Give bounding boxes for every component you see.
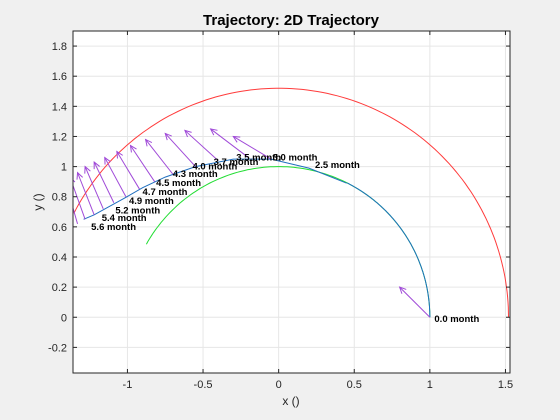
arrow-head xyxy=(232,135,241,143)
direction-arrow xyxy=(93,161,115,203)
arrow-head xyxy=(84,165,91,174)
month-label: 4.0 month xyxy=(192,162,237,173)
direction-arrow xyxy=(73,184,86,220)
direction-arrow xyxy=(399,286,431,318)
arrow-head xyxy=(164,132,172,141)
arrow-head xyxy=(144,138,153,147)
month-label: 0.0 month xyxy=(434,314,479,325)
direction-arrow xyxy=(130,145,156,182)
direction-arrow xyxy=(77,172,95,215)
axes-background xyxy=(73,31,510,373)
arrow-head xyxy=(76,171,84,180)
direction-arrow xyxy=(145,139,174,175)
y-tick-label: 0 xyxy=(61,312,67,324)
arrow-head xyxy=(104,156,111,165)
y-tick-label: 1.4 xyxy=(52,101,67,113)
path-trajectory-line xyxy=(83,158,347,220)
y-tick-label: 0.8 xyxy=(52,192,67,204)
month-label: 3.5 month xyxy=(236,153,281,164)
y-axis-label: y () xyxy=(31,193,45,210)
arrow-head xyxy=(116,150,123,159)
y-tick-label: 0.6 xyxy=(52,222,67,234)
arrow-head xyxy=(129,144,137,153)
month-label: 5.2 month xyxy=(115,205,160,216)
month-label: 2.5 month xyxy=(315,160,360,171)
outer-trajectory-line xyxy=(73,87,509,318)
x-axis-label: x () xyxy=(282,394,299,408)
x-tick-label: 0 xyxy=(276,379,282,391)
direction-arrow xyxy=(104,157,127,197)
y-tick-label: 1.2 xyxy=(52,131,67,143)
path-trajectory-line xyxy=(347,182,431,318)
direction-arrow xyxy=(233,136,272,160)
y-tick-label: 0.4 xyxy=(52,252,67,264)
x-tick-label: -1 xyxy=(123,379,133,391)
direction-arrow xyxy=(184,130,219,161)
x-tick-label: 1 xyxy=(427,379,433,391)
month-label: 4.3 month xyxy=(173,169,218,180)
x-tick-label: 0.5 xyxy=(347,379,362,391)
y-tick-label: 1.6 xyxy=(52,71,67,83)
month-label: 3.0 month xyxy=(273,153,318,164)
y-tick-label: -0.2 xyxy=(48,342,67,354)
axes-box xyxy=(72,30,511,374)
y-tick-label: 1 xyxy=(61,162,67,174)
chart-title: Trajectory: 2D Trajectory xyxy=(203,12,380,29)
grid-lines xyxy=(73,31,510,373)
month-label: 4.9 month xyxy=(129,196,174,207)
y-tick-label: 0.2 xyxy=(52,282,67,294)
direction-arrow xyxy=(73,206,79,224)
plot-area xyxy=(73,87,509,318)
arrow-head xyxy=(93,161,100,170)
x-tick-label: -0.5 xyxy=(194,379,213,391)
axis-ticks: -1 -0.5 0 0.5 1 1.5 -0.2 0 0.2 0.4 0.6 0.8 1 1.2 1.4 1.… xyxy=(48,31,513,391)
month-label: 5.4 month xyxy=(102,213,147,224)
x-tick-label: 1.5 xyxy=(498,379,513,391)
direction-arrow xyxy=(84,166,104,209)
month-label: 3.7 month xyxy=(214,157,259,168)
arrow-head xyxy=(398,286,407,294)
direction-arrow xyxy=(164,133,196,167)
month-label: 5.6 month xyxy=(91,222,136,233)
direction-arrow xyxy=(210,128,249,158)
month-label: 4.5 month xyxy=(156,178,201,189)
y-tick-label: 1.8 xyxy=(52,41,67,53)
arrow-head xyxy=(209,128,218,136)
month-label: 4.7 month xyxy=(143,187,188,198)
direction-arrow xyxy=(116,151,140,190)
arrow-head xyxy=(184,129,192,138)
